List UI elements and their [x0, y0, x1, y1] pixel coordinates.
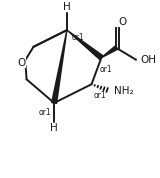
Polygon shape	[52, 30, 67, 103]
Text: or1: or1	[72, 33, 84, 43]
Text: or1: or1	[99, 65, 112, 74]
Polygon shape	[101, 46, 117, 58]
Text: H: H	[63, 2, 71, 12]
Text: O: O	[18, 58, 26, 68]
Text: or1: or1	[93, 91, 106, 100]
Text: OH: OH	[141, 55, 157, 65]
Text: NH₂: NH₂	[114, 86, 134, 96]
Text: or1: or1	[38, 108, 51, 117]
Text: O: O	[118, 17, 126, 27]
Polygon shape	[67, 30, 103, 60]
Text: H: H	[50, 123, 58, 133]
